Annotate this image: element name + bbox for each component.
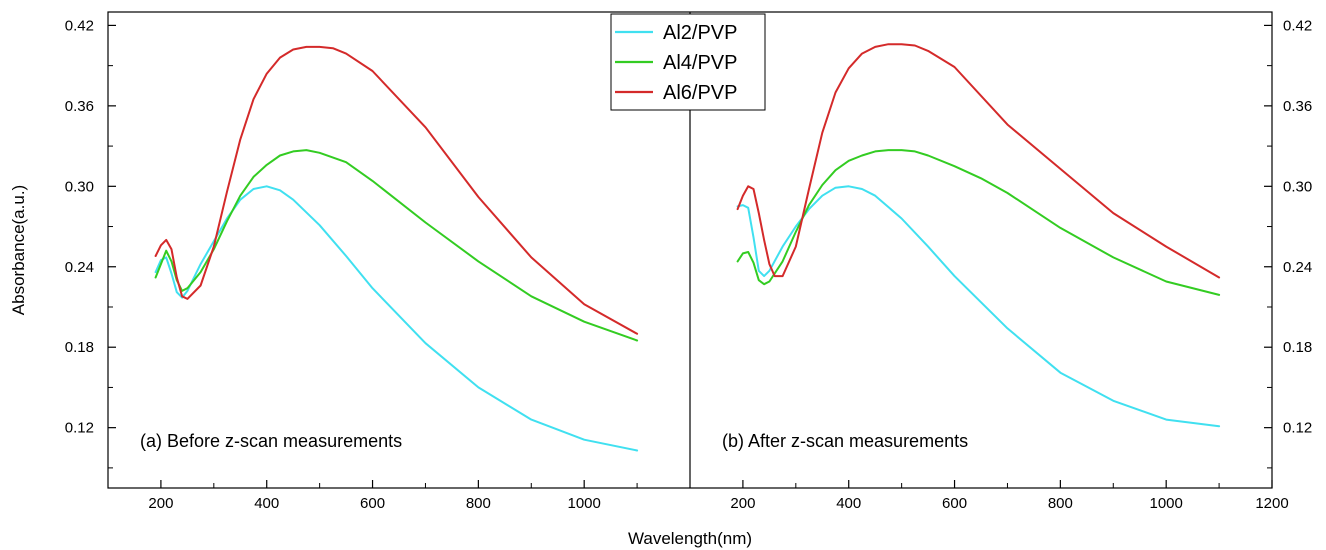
series-line-al2-pvp-panel-2: [736, 185, 1221, 428]
x-tick-label: 400: [836, 495, 861, 512]
x-tick-label: 1200: [1255, 495, 1288, 512]
x-tick-label: 200: [148, 495, 173, 512]
y-tick-label-right: 0.18: [1283, 339, 1312, 356]
x-tick-label: 400: [254, 495, 279, 512]
series-line-al6-pvp-panel-1: [154, 45, 639, 335]
y-tick-label-right: 0.36: [1283, 98, 1312, 115]
panel-annotation: (a) Before z-scan measurements: [140, 431, 402, 451]
x-tick-label: 200: [730, 495, 755, 512]
x-tick-label: 600: [942, 495, 967, 512]
y-tick-label-right: 0.30: [1283, 178, 1312, 195]
x-tick-label: 1000: [1149, 495, 1182, 512]
y-tick-label-right: 0.12: [1283, 420, 1312, 437]
y-tick-label-right: 0.42: [1283, 17, 1312, 34]
y-tick-label-left: 0.36: [65, 98, 94, 115]
series-line-al2-pvp-panel-1: [154, 185, 639, 452]
legend: Al2/PVP Al4/PVP Al6/PVP: [610, 13, 766, 111]
x-axis-title: Wavelength(nm): [628, 529, 752, 548]
y-tick-label-left: 0.42: [65, 17, 94, 34]
x-tick-label: 800: [1048, 495, 1073, 512]
legend-label-al6-pvp: Al6/PVP: [663, 82, 737, 104]
x-tick-label: 600: [360, 495, 385, 512]
series-line-al4-pvp-panel-2: [736, 149, 1221, 296]
legend-label-al4-pvp: Al4/PVP: [663, 52, 737, 74]
x-tick-label: 1000: [567, 495, 600, 512]
series-line-al6-pvp-panel-2: [736, 43, 1221, 279]
y-tick-label-right: 0.24: [1283, 259, 1312, 276]
legend-label-al2-pvp: Al2/PVP: [663, 22, 737, 44]
y-tick-label-left: 0.30: [65, 178, 94, 195]
x-tick-label: 800: [466, 495, 491, 512]
y-tick-label-left: 0.12: [65, 420, 94, 437]
panel-annotation: (b) After z-scan measurements: [722, 431, 968, 451]
y-axis-title: Absorbance(a.u.): [9, 185, 28, 315]
labels: 0.12 0.12 0.18 0.18 0.24 0.24 0.30 0.30 0.36 0.36…: [9, 17, 1312, 548]
y-tick-label-left: 0.24: [65, 259, 94, 276]
y-tick-label-left: 0.18: [65, 339, 94, 356]
ticks: [108, 24, 1273, 488]
series-group: [154, 43, 1221, 452]
